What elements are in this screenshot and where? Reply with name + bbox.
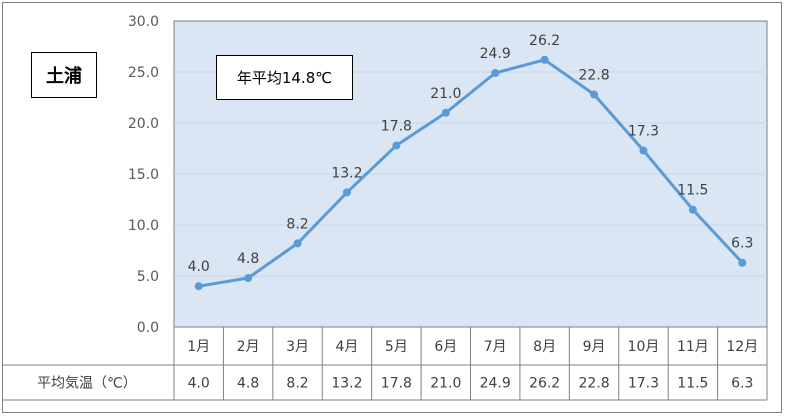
data-point <box>639 146 648 155</box>
category-label: 5月 <box>385 339 408 355</box>
category-label: 2月 <box>237 339 260 355</box>
category-label: 7月 <box>484 339 507 355</box>
data-label: 21.0 <box>430 86 461 102</box>
data-point <box>293 239 302 248</box>
category-label: 12月 <box>726 339 758 355</box>
station-label: 土浦 <box>31 52 97 98</box>
data-point <box>540 55 549 64</box>
category-label: 1月 <box>187 339 210 355</box>
y-tick-label: 25.0 <box>128 65 159 81</box>
data-label: 26.2 <box>529 33 560 49</box>
table-value-cell: 13.2 <box>331 376 362 392</box>
data-points <box>194 55 747 291</box>
data-label: 6.3 <box>731 236 753 252</box>
category-label: 4月 <box>335 339 358 355</box>
data-label: 8.2 <box>286 216 308 232</box>
data-point <box>342 188 351 197</box>
y-tick-label: 5.0 <box>137 269 159 285</box>
data-label: 4.0 <box>188 259 210 275</box>
category-label: 6月 <box>434 339 457 355</box>
table-row-header: 平均気温（℃） <box>37 376 137 392</box>
y-tick-label: 30.0 <box>128 14 159 30</box>
data-label: 17.8 <box>381 118 412 134</box>
y-tick-label: 15.0 <box>128 167 159 183</box>
data-label: 11.5 <box>677 183 708 199</box>
y-tick-label: 10.0 <box>128 218 159 234</box>
data-point <box>441 108 450 117</box>
category-label: 10月 <box>628 339 660 355</box>
category-label: 9月 <box>583 339 606 355</box>
data-label: 22.8 <box>578 67 609 83</box>
category-label: 3月 <box>286 339 309 355</box>
data-label: 13.2 <box>331 165 362 181</box>
table-value-cell: 17.8 <box>381 376 412 392</box>
annual-average-box: 年平均14.8℃ <box>216 55 353 100</box>
data-point <box>491 69 500 78</box>
data-point <box>244 274 253 283</box>
table-value-cell: 11.5 <box>677 376 708 392</box>
table-value-cell: 21.0 <box>430 376 461 392</box>
data-label: 17.3 <box>628 124 659 140</box>
table-value-cell: 17.3 <box>628 376 659 392</box>
table-value-cell: 6.3 <box>731 376 753 392</box>
data-point <box>590 90 599 99</box>
data-label: 24.9 <box>480 46 511 62</box>
table-value-cell: 24.9 <box>480 376 511 392</box>
category-label: 8月 <box>533 339 556 355</box>
line-chart: 0.0 5.0 10.0 15.0 20.0 25.0 30.0 1月 2月 3月 4月 5月 6月 7… <box>3 14 768 401</box>
data-point <box>392 141 401 150</box>
y-axis: 0.0 5.0 10.0 15.0 20.0 25.0 30.0 <box>128 14 159 336</box>
table-value-cell: 26.2 <box>529 376 560 392</box>
table-value-cell: 4.0 <box>188 376 210 392</box>
data-point <box>688 205 697 214</box>
y-tick-label: 20.0 <box>128 116 159 132</box>
series-line <box>198 58 744 288</box>
data-labels: 4.0 4.8 8.2 13.2 17.8 21.0 24.9 26.2 22.8 17.3 11.… <box>188 33 754 275</box>
table-value-cell: 8.2 <box>286 376 308 392</box>
data-label: 4.8 <box>237 251 259 267</box>
category-label: 11月 <box>677 339 709 355</box>
table-value-cell: 4.8 <box>237 376 259 392</box>
table-value-cell: 22.8 <box>578 376 609 392</box>
data-point <box>194 282 203 291</box>
chart-frame: 0.0 5.0 10.0 15.0 20.0 25.0 30.0 1月 2月 3月 4月 5月 6月 7… <box>2 2 782 413</box>
y-tick-label: 0.0 <box>137 320 159 336</box>
data-point <box>738 258 747 267</box>
